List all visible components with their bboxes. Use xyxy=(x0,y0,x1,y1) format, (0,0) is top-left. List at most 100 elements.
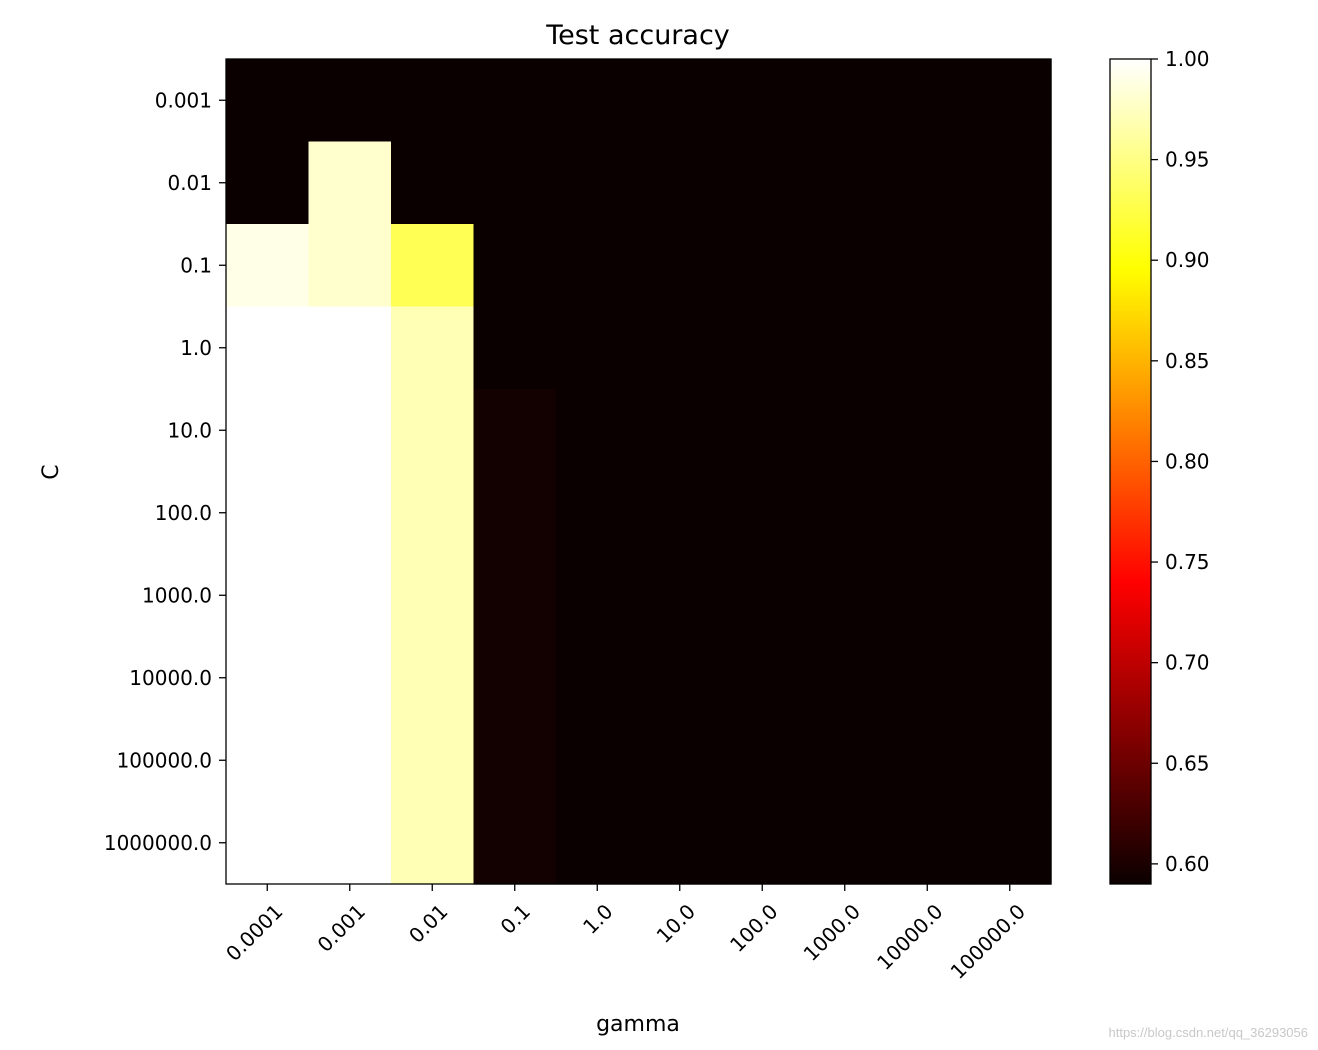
x-tick-label: 1000.0 xyxy=(799,899,865,965)
heatmap-cell xyxy=(721,471,805,555)
heatmap-cell xyxy=(308,719,392,803)
colorbar-tick-label: 1.00 xyxy=(1165,47,1210,71)
heatmap-cell xyxy=(473,636,557,720)
x-tick-label: 0.001 xyxy=(313,899,370,956)
heatmap-cell xyxy=(968,636,1052,720)
heatmap-cell xyxy=(721,306,805,390)
y-tick-label: 10.0 xyxy=(167,418,212,442)
colorbar-ticks: 0.60 0.65 0.70 0.75 0.80 0.85 0.90 0.95 1.00 xyxy=(1151,47,1210,876)
heatmap-cell xyxy=(556,554,640,638)
heatmap-cell xyxy=(803,306,887,390)
heatmap-cell xyxy=(886,306,970,390)
y-tick-label: 100000.0 xyxy=(117,748,212,772)
heatmap-cell xyxy=(721,719,805,803)
heatmap-cell xyxy=(226,224,310,308)
heatmap-cell xyxy=(473,306,557,390)
heatmap-cell xyxy=(886,554,970,638)
heatmap-cell xyxy=(556,471,640,555)
heatmap-cell xyxy=(803,59,887,143)
x-tick-label: 0.1 xyxy=(496,899,535,938)
colorbar xyxy=(1109,58,1152,885)
heatmap-cell xyxy=(886,801,970,885)
y-tick-label: 10000.0 xyxy=(129,666,212,690)
y-tick-label: 1000000.0 xyxy=(104,831,212,855)
heatmap-cell xyxy=(721,59,805,143)
x-tick-label: 100.0 xyxy=(725,899,782,956)
heatmap-cell xyxy=(968,59,1052,143)
heatmap-cell xyxy=(886,719,970,803)
heatmap-cell xyxy=(226,389,310,473)
heatmap-cell xyxy=(803,389,887,473)
heatmap-cell xyxy=(721,224,805,308)
x-tick-label: 10.0 xyxy=(652,899,700,947)
heatmap-cell xyxy=(391,224,475,308)
heatmap-cell xyxy=(886,636,970,720)
heatmap-cell xyxy=(638,471,722,555)
heatmap-cell xyxy=(308,636,392,720)
heatmap-cell xyxy=(226,471,310,555)
heatmap-cell xyxy=(556,801,640,885)
heatmap-cell xyxy=(886,59,970,143)
heatmap-cell xyxy=(473,554,557,638)
colorbar-tick-label: 0.85 xyxy=(1165,349,1210,373)
heatmap-cell xyxy=(391,554,475,638)
heatmap-cell xyxy=(473,224,557,308)
chart-title: Test accuracy xyxy=(545,20,730,51)
heatmap-cell xyxy=(886,141,970,225)
heatmap-cell xyxy=(473,801,557,885)
heatmap-cell xyxy=(308,59,392,143)
heatmap-cell xyxy=(556,636,640,720)
colorbar-tick-label: 0.60 xyxy=(1165,852,1210,876)
heatmap-cell xyxy=(556,389,640,473)
y-axis-ticks: 0.001 0.01 0.1 1.0 10.0 100.0 1000.0 10000.0 100… xyxy=(104,88,226,855)
heatmap-cell xyxy=(886,471,970,555)
y-tick-label: 1.0 xyxy=(180,336,212,360)
heatmap-cell xyxy=(473,719,557,803)
heatmap-cell xyxy=(473,389,557,473)
heatmap-cell xyxy=(308,224,392,308)
heatmap-cell xyxy=(968,306,1052,390)
heatmap-cell xyxy=(556,719,640,803)
heatmap-cell xyxy=(556,59,640,143)
heatmap-cell xyxy=(226,636,310,720)
y-axis-label: C xyxy=(39,464,64,479)
y-tick-label: 0.001 xyxy=(155,88,212,112)
colorbar-tick-label: 0.90 xyxy=(1165,248,1210,272)
x-tick-label: 100000.0 xyxy=(946,899,1030,983)
heatmap-cell xyxy=(391,306,475,390)
heatmap-cell xyxy=(391,471,475,555)
heatmap-cell xyxy=(226,719,310,803)
x-tick-label: 10000.0 xyxy=(872,899,947,974)
heatmap-cell xyxy=(308,554,392,638)
heatmap-cell xyxy=(638,719,722,803)
y-tick-label: 0.01 xyxy=(167,171,212,195)
y-tick-label: 100.0 xyxy=(155,501,212,525)
colorbar-tick-label: 0.75 xyxy=(1165,550,1210,574)
heatmap-cell xyxy=(391,389,475,473)
y-tick-label: 0.1 xyxy=(180,253,212,277)
x-tick-label: 0.0001 xyxy=(221,899,287,965)
colorbar-tick-label: 0.80 xyxy=(1165,449,1210,473)
colorbar-tick-label: 0.95 xyxy=(1165,148,1210,172)
heatmap-cell xyxy=(968,141,1052,225)
heatmap-cell xyxy=(391,636,475,720)
heatmap-cell xyxy=(638,224,722,308)
y-tick-label: 1000.0 xyxy=(142,583,212,607)
heatmap-cell xyxy=(886,389,970,473)
heatmap-cell xyxy=(391,719,475,803)
colorbar-tick-label: 0.65 xyxy=(1165,751,1210,775)
heatmap-cell xyxy=(721,389,805,473)
heatmap-cells xyxy=(226,59,1052,885)
heatmap-cell xyxy=(391,801,475,885)
heatmap-cell xyxy=(803,471,887,555)
heatmap-cell xyxy=(968,389,1052,473)
heatmap-cell xyxy=(308,306,392,390)
heatmap-cell xyxy=(803,224,887,308)
watermark-text: https://blog.csdn.net/qq_36293056 xyxy=(1108,1025,1309,1040)
heatmap-cell xyxy=(638,306,722,390)
heatmap-cell xyxy=(473,59,557,143)
heatmap-cell xyxy=(886,224,970,308)
plot-frame xyxy=(225,58,1052,885)
heatmap-cell xyxy=(721,141,805,225)
